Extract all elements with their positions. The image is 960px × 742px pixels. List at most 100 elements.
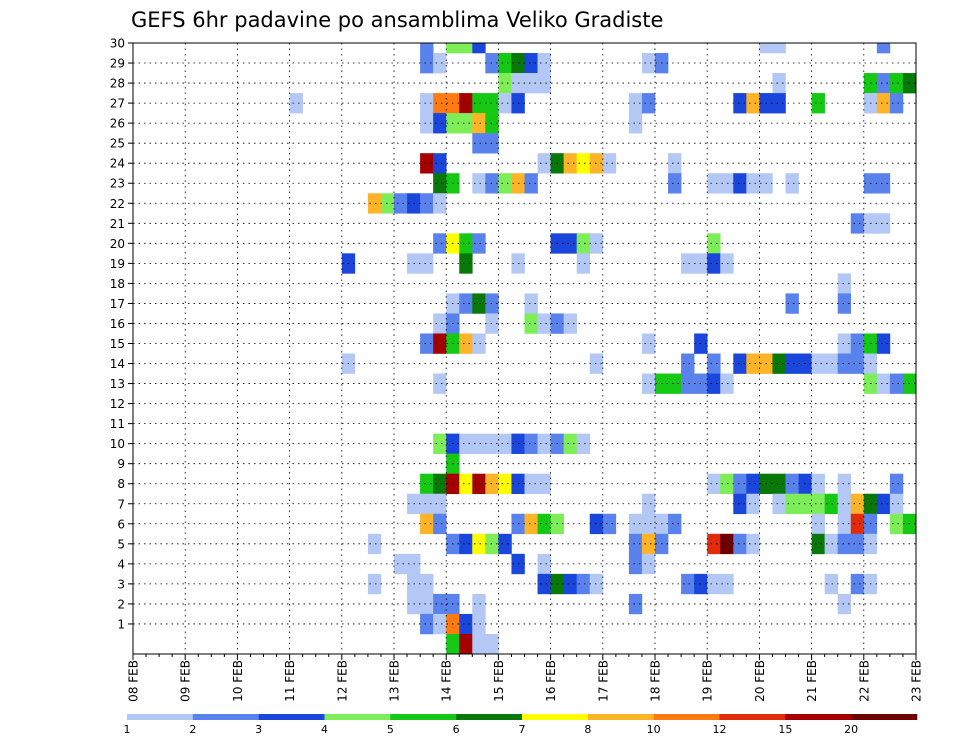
heatmap-cell xyxy=(472,173,486,194)
heatmap-cell xyxy=(707,173,721,194)
legend-swatch xyxy=(653,714,720,720)
x-tick-label: 23 FEB xyxy=(910,660,924,702)
heatmap-cell xyxy=(459,113,473,134)
heatmap-cell xyxy=(641,553,656,575)
heatmap-cell xyxy=(850,493,865,515)
heatmap-cell xyxy=(472,533,486,555)
y-tick-label: 6 xyxy=(117,517,125,531)
heatmap-cell xyxy=(472,113,486,134)
heatmap-cell xyxy=(472,43,486,54)
heatmap-cell xyxy=(472,93,486,114)
heatmap-cell xyxy=(876,493,891,515)
heatmap-cell xyxy=(628,593,643,615)
y-tick-label: 18 xyxy=(110,277,125,291)
heatmap-cell xyxy=(563,573,577,595)
heatmap-cell xyxy=(850,513,865,535)
heatmap-cell xyxy=(420,43,434,54)
heatmap-cell xyxy=(472,593,486,615)
heatmap-cell xyxy=(811,533,825,555)
heatmap-cell xyxy=(472,613,486,635)
heatmap-cell xyxy=(759,43,773,54)
heatmap-cell xyxy=(628,513,643,535)
heatmap-cell xyxy=(824,533,838,555)
legend-label: 10 xyxy=(647,723,661,736)
heatmap-cell xyxy=(824,353,838,374)
heatmap-cell xyxy=(876,73,891,94)
heatmap-cell xyxy=(837,353,852,374)
heatmap-cell xyxy=(681,573,695,595)
x-tick-label: 10 FEB xyxy=(231,660,245,702)
y-tick-label: 1 xyxy=(117,617,125,631)
heatmap-cell xyxy=(850,533,865,555)
heatmap-cell xyxy=(485,533,499,555)
y-tick-label: 14 xyxy=(110,357,125,371)
heatmap-cell xyxy=(433,373,447,394)
heatmap-cell xyxy=(628,93,643,114)
x-tick-label: 20 FEB xyxy=(753,660,767,702)
heatmap-cell xyxy=(367,533,382,555)
heatmap-cell xyxy=(420,93,434,114)
heatmap-cell xyxy=(524,313,538,334)
heatmap-cell xyxy=(537,153,551,174)
heatmap-cell xyxy=(602,513,617,535)
heatmap-cell xyxy=(720,173,734,194)
heatmap-cell xyxy=(420,253,434,274)
heatmap-cell xyxy=(485,173,499,194)
heatmap-cell xyxy=(420,613,434,635)
heatmap-cell xyxy=(394,553,408,575)
legend-label: 2 xyxy=(189,723,196,736)
x-tick-label: 12 FEB xyxy=(335,660,349,702)
heatmap-cell xyxy=(367,193,382,214)
heatmap-cell xyxy=(811,513,825,535)
chart-title: GEFS 6hr padavine po ansamblima Veliko G… xyxy=(131,8,663,32)
y-tick-label: 20 xyxy=(110,237,125,251)
heatmap-cell xyxy=(537,313,551,334)
heatmap-cell xyxy=(420,193,434,214)
y-tick-label: 7 xyxy=(117,497,125,511)
x-tick-label: 08 FEB xyxy=(127,660,141,702)
heatmap-cell xyxy=(537,433,551,454)
heatmap-cell xyxy=(433,193,447,214)
heatmap-cell xyxy=(720,573,734,595)
heatmap-cell xyxy=(707,373,721,394)
heatmap-cell xyxy=(576,153,591,174)
heatmap-cell xyxy=(850,573,865,595)
x-tick-label: 16 FEB xyxy=(544,660,558,702)
y-tick-label: 27 xyxy=(110,97,125,111)
heatmap-cell xyxy=(876,173,891,194)
heatmap-cell xyxy=(785,293,799,314)
heatmap-cell xyxy=(433,233,447,254)
heatmap-cell xyxy=(459,533,473,555)
heatmap-cell xyxy=(707,353,721,374)
y-tick-label: 30 xyxy=(110,37,125,51)
y-tick-label: 12 xyxy=(110,397,125,411)
x-tick-label: 13 FEB xyxy=(388,660,402,702)
heatmap-cell xyxy=(524,473,538,495)
x-tick-label: 22 FEB xyxy=(857,660,871,702)
y-tick-label: 23 xyxy=(110,177,125,191)
legend-label: 20 xyxy=(844,723,858,736)
heatmap-cell xyxy=(472,433,486,454)
heatmap-cell xyxy=(433,433,447,454)
heatmap-cell xyxy=(889,493,904,515)
heatmap-cell xyxy=(811,93,825,114)
heatmap-cell xyxy=(420,513,434,535)
heatmap-cell xyxy=(498,73,512,94)
y-tick-label: 5 xyxy=(117,537,125,551)
heatmap-cell xyxy=(433,493,447,515)
heatmap-cell xyxy=(720,373,734,394)
legend-swatch xyxy=(719,714,786,720)
heatmap-cell xyxy=(720,473,734,495)
heatmap-cell xyxy=(472,133,486,154)
heatmap-cell xyxy=(420,113,434,134)
heatmap-cell xyxy=(485,313,499,334)
legend-label: 5 xyxy=(387,723,394,736)
heatmap-cell xyxy=(707,233,721,254)
color-legend: 1 2 3 4 5 6 7 8 10 12 15 20 xyxy=(124,714,918,736)
heatmap-cell xyxy=(446,43,460,54)
heatmap-cell xyxy=(785,353,799,374)
heatmap-cell xyxy=(433,613,447,635)
heatmap-cell xyxy=(485,433,499,454)
heatmap-cell xyxy=(433,313,447,334)
heatmap-cell xyxy=(420,493,434,515)
